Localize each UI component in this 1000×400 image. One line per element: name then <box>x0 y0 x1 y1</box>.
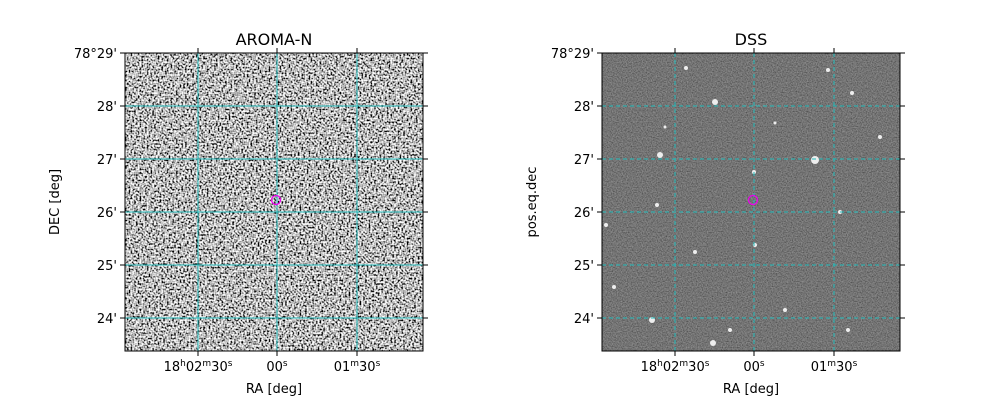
stars <box>604 66 882 346</box>
panel-title: AROMA-N <box>236 30 313 49</box>
y-tick-label: 24' <box>97 312 117 327</box>
target-marker <box>747 194 759 206</box>
y-tick-label: 28' <box>97 100 117 115</box>
y-tick-label: 26' <box>574 206 594 221</box>
y-tick-label: 27' <box>97 153 117 168</box>
x-tick-label: 01m30s <box>334 359 381 375</box>
x-axis-label: RA [deg] <box>723 382 779 397</box>
y-tick-label: 26' <box>97 206 117 221</box>
x-axis-label: RA [deg] <box>246 382 302 397</box>
y-tick-label: 25' <box>574 259 594 274</box>
y-axis-label: DEC [deg] <box>48 169 63 235</box>
x-tick-label: 00s <box>743 359 765 375</box>
x-tick-label: 18h02m30s <box>164 359 233 375</box>
panel-title: DSS <box>735 30 768 49</box>
y-tick-label: 24' <box>574 312 594 327</box>
y-tick-label: 78°29' <box>551 47 594 62</box>
x-tick-label: 00s <box>266 359 288 375</box>
x-tick-label: 01m30s <box>811 359 858 375</box>
axes-frame <box>124 52 424 352</box>
image-noise <box>602 53 900 351</box>
y-tick-label: 27' <box>574 153 594 168</box>
y-tick-label: 28' <box>574 100 594 115</box>
y-axis-label: pos.eq.dec <box>525 167 540 238</box>
image-noise <box>125 53 423 351</box>
y-tick-label: 78°29' <box>74 47 117 62</box>
axes-frame <box>601 52 901 352</box>
x-tick-label: 18h02m30s <box>641 359 710 375</box>
y-tick-label: 25' <box>97 259 117 274</box>
target-marker <box>270 194 282 206</box>
